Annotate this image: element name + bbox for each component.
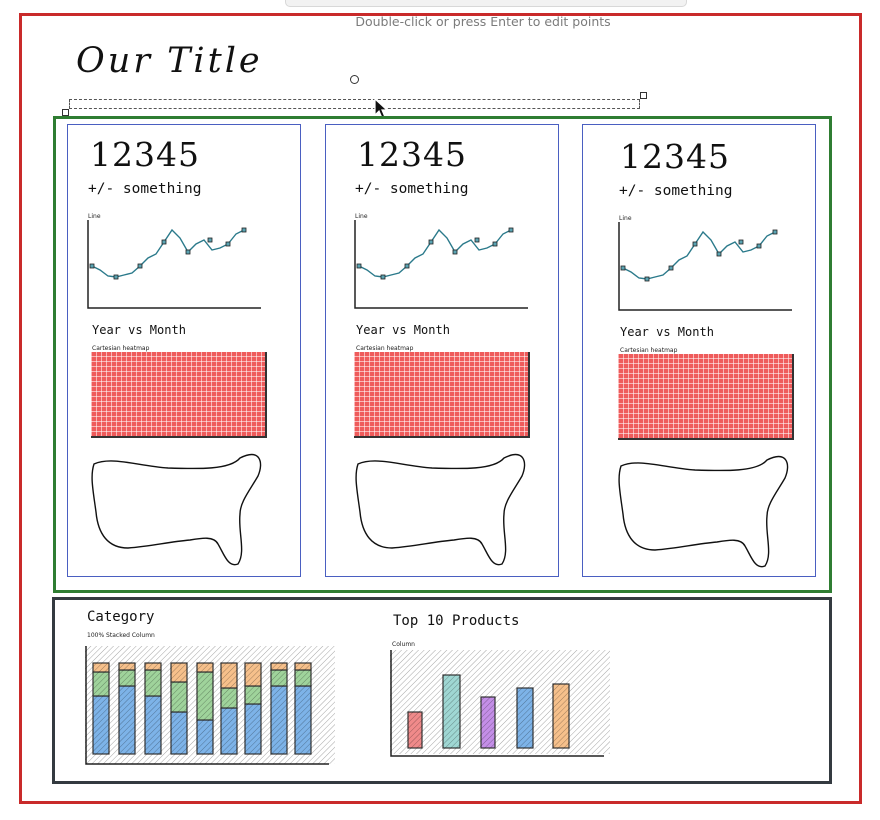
heatmap-label: Cartesian heatmap [356,345,413,352]
rotate-handle[interactable] [350,75,359,84]
heatmap-chart[interactable] [354,352,530,438]
us-map-shape[interactable] [90,450,265,570]
kpi-delta[interactable]: +/- something [88,181,202,197]
kpi-value[interactable]: 12345 [357,135,467,174]
kpi-delta[interactable]: +/- something [619,183,733,199]
top-products-column-chart[interactable] [390,650,610,760]
kpi-value[interactable]: 12345 [620,137,730,176]
selection-handle-right[interactable] [640,92,647,99]
kpi-delta[interactable]: +/- something [355,181,469,197]
toolbar[interactable] [285,0,687,7]
category-title[interactable]: Category [87,609,154,625]
line-chart[interactable] [86,220,266,312]
column-chart-label: Column [392,641,415,648]
stacked-column-label: 100% Stacked Column [87,632,155,639]
line-chart-label: Line [88,213,101,220]
line-chart-label: Line [619,215,632,222]
us-map-shape[interactable] [354,450,529,570]
heatmap-title[interactable]: Year vs Month [620,325,714,339]
selected-line[interactable] [69,99,640,109]
heatmap-chart[interactable] [618,354,794,440]
heatmap-title[interactable]: Year vs Month [92,323,186,337]
page-title[interactable]: Our Title [76,41,263,81]
heatmap-label: Cartesian heatmap [92,345,149,352]
kpi-value[interactable]: 12345 [90,135,200,174]
line-chart-label: Line [355,213,368,220]
us-map-shape[interactable] [617,452,792,572]
line-chart[interactable] [353,220,533,312]
top-products-title[interactable]: Top 10 Products [393,613,519,629]
stacked-column-chart[interactable] [85,646,335,768]
selection-handle-left[interactable] [62,109,69,116]
heatmap-chart[interactable] [91,352,267,438]
heatmap-title[interactable]: Year vs Month [356,323,450,337]
line-chart[interactable] [617,222,797,314]
heatmap-label: Cartesian heatmap [620,347,677,354]
